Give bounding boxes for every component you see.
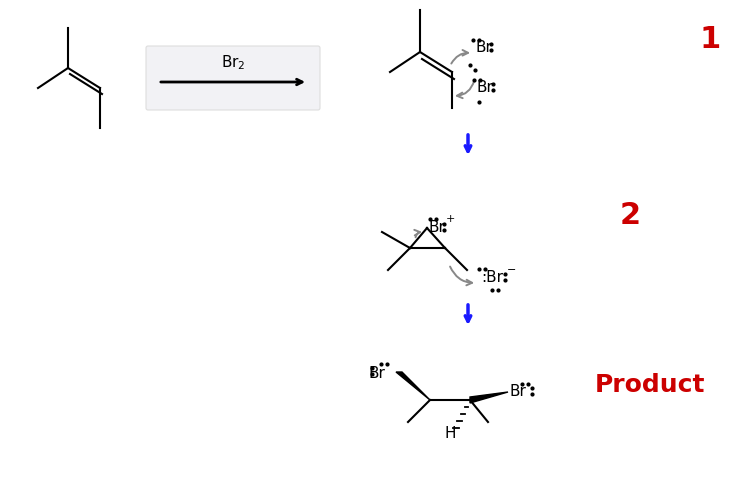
Text: Br: Br <box>477 80 494 96</box>
Text: +: + <box>446 214 455 224</box>
Text: 2: 2 <box>619 201 640 230</box>
Polygon shape <box>396 372 430 400</box>
Text: Br: Br <box>510 385 527 399</box>
Text: Br: Br <box>429 220 446 236</box>
Text: Br: Br <box>368 366 385 382</box>
FancyBboxPatch shape <box>146 46 320 110</box>
Text: −: − <box>507 265 517 275</box>
Text: Br$_2$: Br$_2$ <box>220 54 245 72</box>
Text: Product: Product <box>595 373 705 397</box>
Text: H: H <box>444 426 455 442</box>
Text: Br: Br <box>476 40 493 56</box>
Text: :Br: :Br <box>481 271 503 285</box>
Text: 1: 1 <box>699 26 721 55</box>
Polygon shape <box>470 392 508 403</box>
